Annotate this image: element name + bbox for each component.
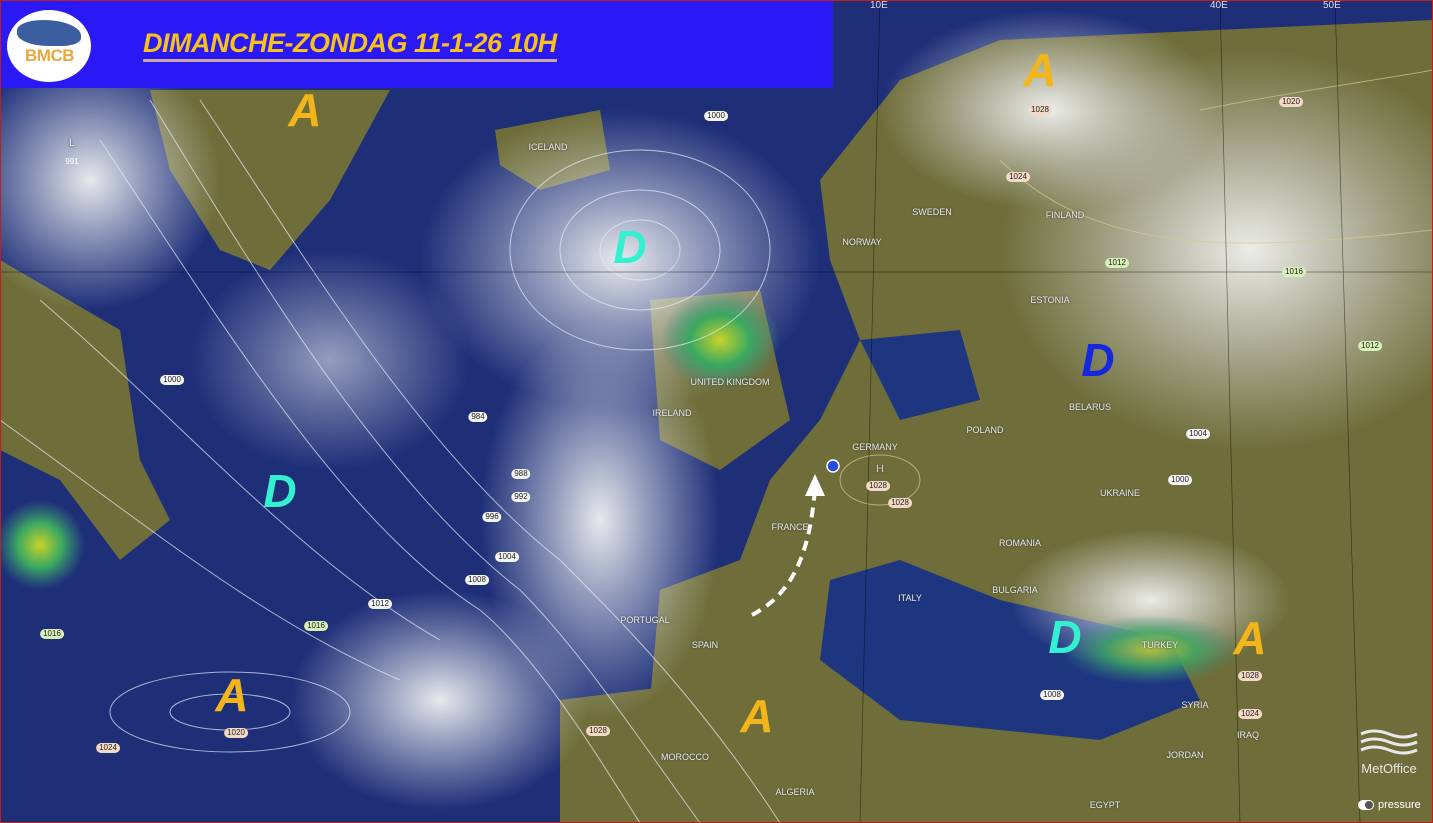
bmcb-logo: BMCB	[7, 10, 91, 82]
isobar-label: 1000	[160, 375, 184, 385]
country-label: SWEDEN	[912, 207, 952, 217]
country-label: FINLAND	[1045, 210, 1085, 220]
high-marker: H	[876, 463, 884, 475]
low-marker: L	[68, 137, 76, 149]
grid-label-10e: 10E	[870, 0, 888, 11]
isobar-label: 1004	[1186, 429, 1210, 439]
country-label: EGYPT	[1089, 800, 1121, 810]
metoffice-waves-icon	[1360, 729, 1418, 755]
high-pressure-label: A	[215, 669, 249, 721]
isobar-label: 1024	[96, 743, 120, 753]
country-label: NORWAY	[842, 237, 882, 247]
country-label: SPAIN	[691, 640, 719, 650]
country-label: ITALY	[898, 593, 922, 603]
location-marker-icon	[826, 459, 840, 473]
country-label: ROMANIA	[998, 538, 1042, 548]
low-pressure-label: D	[1048, 611, 1082, 663]
country-label: POLAND	[966, 425, 1004, 435]
pressure-toggle[interactable]: pressure	[1358, 799, 1421, 811]
isobar-label: 1000	[1168, 475, 1192, 485]
isobar-label: 1028	[1028, 105, 1052, 115]
page-title: DIMANCHE-ZONDAG 11-1-26 10H	[143, 28, 557, 62]
country-label: JORDAN	[1166, 750, 1204, 760]
country-label: IRELAND	[652, 408, 692, 418]
isobar-label: 1020	[1279, 97, 1303, 107]
isobar-label: 1008	[1040, 690, 1064, 700]
low-pressure-label: D	[1081, 334, 1115, 386]
high-pressure-label: A	[740, 690, 774, 742]
isobar-label: 1000	[704, 111, 728, 121]
grid-label-50e: 50E	[1323, 0, 1341, 11]
isobar-lines	[0, 99, 781, 823]
storm-track-arrow	[751, 489, 817, 617]
isobar-label: 1024	[1238, 709, 1262, 719]
high-pressure-label: A	[288, 84, 322, 136]
country-label: UNITED KINGDOM	[690, 377, 770, 387]
country-label: ICELAND	[528, 142, 568, 152]
country-label: ESTONIA	[1030, 295, 1070, 305]
isobar-label: 1020	[224, 728, 248, 738]
country-label: FRANCE	[771, 522, 809, 532]
isobar-label: 1004	[495, 552, 519, 562]
isobar-label: 1028	[1238, 671, 1262, 681]
low-pressure-label: D	[613, 221, 647, 273]
low-pressure-label: D	[263, 465, 297, 517]
isobar-label: 1012	[368, 599, 392, 609]
country-label: BULGARIA	[992, 585, 1038, 595]
isobar-label: 984	[468, 412, 488, 422]
isobar-label: 1012	[1358, 341, 1382, 351]
high-pressure-label: A	[1233, 612, 1267, 664]
isobar-label: 1024	[1006, 172, 1030, 182]
country-label: ALGERIA	[775, 787, 815, 797]
metoffice-text: MetOffice	[1361, 761, 1417, 776]
isobar-label: 992	[511, 492, 531, 502]
isobar-label: 1028	[866, 481, 890, 491]
high-pressure-label: A	[1023, 44, 1057, 96]
country-label: UKRAINE	[1099, 488, 1141, 498]
isobar-label: 1016	[40, 629, 64, 639]
isobar-label: 1028	[888, 498, 912, 508]
pressure-toggle-label: pressure	[1378, 799, 1421, 811]
country-label: TURKEY	[1141, 640, 1179, 650]
title-banner: BMCB DIMANCHE-ZONDAG 11-1-26 10H	[0, 0, 833, 88]
arrow-head-icon	[805, 474, 825, 496]
isobar-label: 1028	[586, 726, 610, 736]
isobar-label: 1016	[1282, 267, 1306, 277]
isobar-label: 1008	[465, 575, 489, 585]
country-label: GERMANY	[852, 442, 898, 452]
logo-text: BMCB	[25, 46, 75, 65]
country-label: IRAQ	[1236, 730, 1260, 740]
toggle-icon[interactable]	[1358, 800, 1374, 810]
metoffice-logo: MetOffice	[1355, 728, 1423, 776]
country-label: SYRIA	[1181, 700, 1209, 710]
country-label: MOROCCO	[661, 752, 709, 762]
isobar-label: 991	[65, 157, 79, 166]
isobar-label: 988	[511, 469, 531, 479]
isobar-label: 1016	[304, 621, 328, 631]
isobar-label: 996	[482, 512, 502, 522]
grid-label-40e: 40E	[1210, 0, 1228, 11]
country-label: BELARUS	[1068, 402, 1112, 412]
precipitation	[0, 290, 1240, 685]
country-label: PORTUGAL	[620, 615, 670, 625]
isobar-label: 1012	[1105, 258, 1129, 268]
